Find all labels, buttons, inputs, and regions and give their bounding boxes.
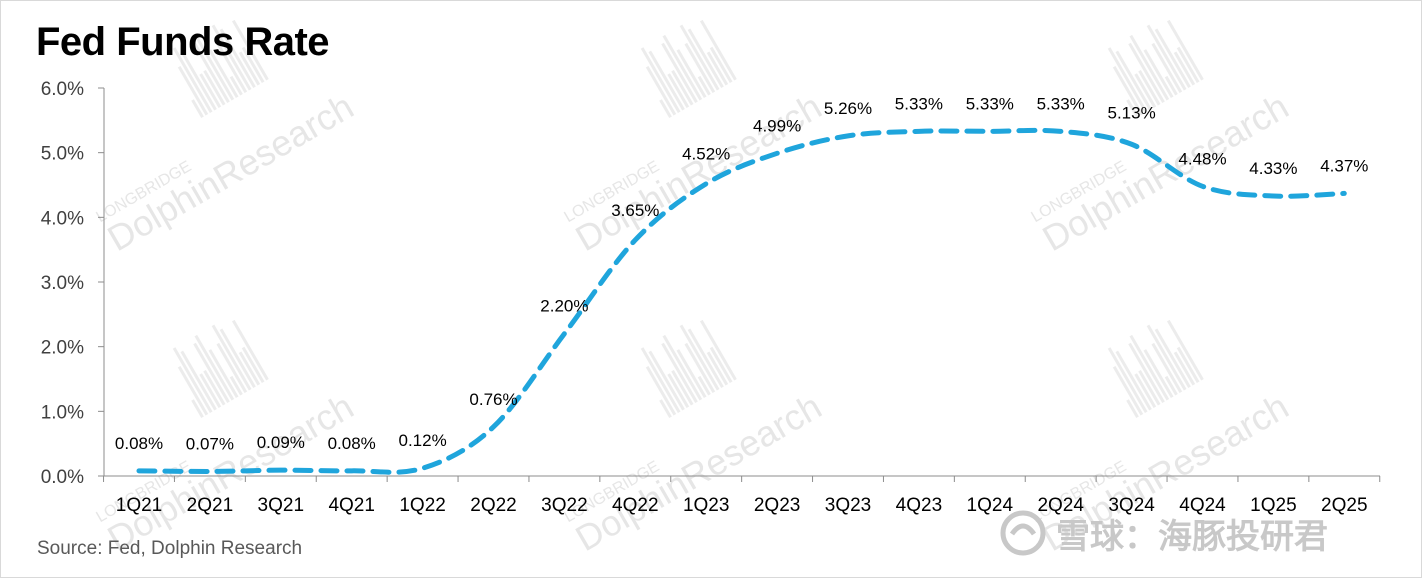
y-tick-label: 0.0% bbox=[41, 467, 84, 488]
footer-brand-text: 雪球：海豚投研君 bbox=[1056, 517, 1328, 556]
data-label: 2.20% bbox=[540, 297, 588, 316]
data-label: 5.13% bbox=[1107, 103, 1155, 122]
y-tick-label: 3.0% bbox=[41, 273, 84, 294]
watermark-large-text: DolphinResearch bbox=[569, 385, 829, 559]
x-tick-label: 4Q21 bbox=[328, 495, 374, 516]
snowball-logo-icon bbox=[1000, 510, 1046, 556]
footer-brand: 雪球：海豚投研君 bbox=[1000, 508, 1400, 558]
x-tick-label: 3Q23 bbox=[825, 495, 871, 516]
data-label: 5.33% bbox=[895, 94, 943, 113]
x-tick-label: 1Q23 bbox=[683, 495, 729, 516]
x-tick-label: 3Q24 bbox=[1108, 495, 1155, 516]
x-tick-label: 3Q22 bbox=[541, 495, 587, 516]
watermark-large-text: DolphinResearch bbox=[569, 85, 829, 259]
data-label: 4.99% bbox=[753, 116, 801, 135]
x-tick-label: 1Q24 bbox=[967, 495, 1014, 516]
watermark-large-text: DolphinResearch bbox=[101, 85, 361, 259]
data-label: 0.07% bbox=[186, 434, 234, 453]
y-tick-label: 4.0% bbox=[41, 208, 84, 229]
data-label: 0.08% bbox=[115, 434, 163, 453]
data-label: 4.37% bbox=[1320, 156, 1368, 175]
data-label: 3.65% bbox=[611, 201, 659, 220]
data-label: 5.26% bbox=[824, 99, 872, 118]
x-tick-label: 1Q21 bbox=[116, 495, 162, 516]
data-label: 0.08% bbox=[328, 434, 376, 453]
y-tick-label: 2.0% bbox=[41, 338, 84, 359]
x-tick-label: 2Q25 bbox=[1321, 495, 1367, 516]
x-tick-label: 2Q23 bbox=[754, 495, 800, 516]
x-tick-label: 2Q22 bbox=[470, 495, 516, 516]
data-label: 0.12% bbox=[398, 431, 446, 450]
y-tick-label: 1.0% bbox=[41, 402, 84, 423]
data-label: 4.48% bbox=[1178, 149, 1226, 168]
x-tick-label: 2Q21 bbox=[187, 495, 233, 516]
x-tick-label: 4Q24 bbox=[1179, 495, 1226, 516]
x-tick-label: 1Q25 bbox=[1250, 495, 1296, 516]
x-tick-labels: 1Q21 2Q21 3Q21 4Q21 1Q22 2Q22 3Q22 4Q22 1Q23 2Q23… bbox=[116, 495, 1368, 516]
rate-line bbox=[136, 127, 1347, 475]
y-tick-labels: 0.0% 1.0% 2.0% 3.0% 4.0% 5.0% 6.0% bbox=[41, 79, 84, 488]
data-label: 0.09% bbox=[257, 433, 305, 452]
y-tick-label: 5.0% bbox=[41, 144, 84, 165]
data-label: 5.33% bbox=[1037, 94, 1085, 113]
x-tick-label: 4Q23 bbox=[896, 495, 942, 516]
data-label: 0.76% bbox=[469, 390, 517, 409]
data-labels: 0.08% 0.07% 0.09% 0.08% 0.12% 0.76% 2.20% 3.65%… bbox=[115, 94, 1369, 453]
axes bbox=[98, 87, 1381, 482]
x-tick-label: 2Q24 bbox=[1037, 495, 1084, 516]
x-tick-label: 3Q21 bbox=[258, 495, 304, 516]
source-note: Source: Fed, Dolphin Research bbox=[37, 538, 303, 559]
x-tick-label: 4Q22 bbox=[612, 495, 658, 516]
data-label: 4.33% bbox=[1249, 159, 1297, 178]
data-label: 4.52% bbox=[682, 145, 730, 164]
x-tick-label: 1Q22 bbox=[399, 495, 445, 516]
chart-title: Fed Funds Rate bbox=[36, 20, 330, 64]
y-tick-label: 6.0% bbox=[41, 79, 84, 100]
data-label: 5.33% bbox=[966, 94, 1014, 113]
